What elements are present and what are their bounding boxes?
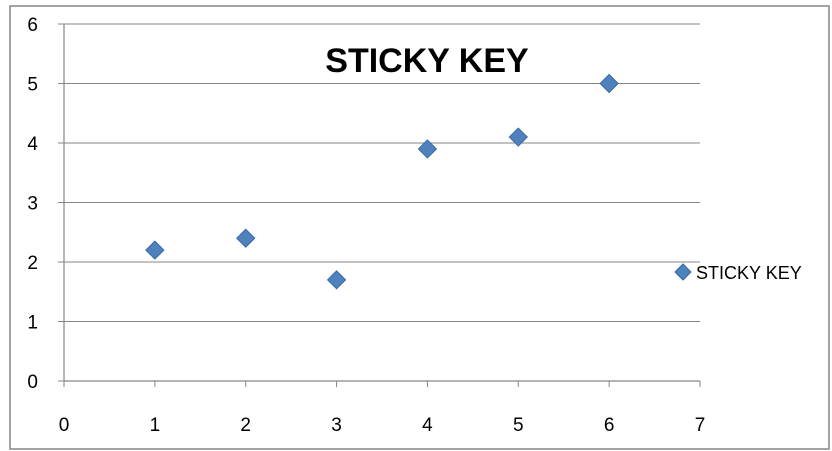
data-point-0-4	[508, 127, 528, 147]
data-point-0-0	[145, 240, 165, 260]
chart-title: STICKY KEY	[325, 42, 529, 80]
x-tick-label-5: 5	[513, 415, 524, 436]
data-point-0-3	[417, 139, 438, 159]
gridlines	[64, 23, 700, 322]
y-tick-label-4: 4	[27, 134, 38, 155]
data-point-0-5	[599, 73, 619, 94]
x-tick-label-3: 3	[331, 415, 342, 436]
data-point-0-1	[236, 228, 256, 248]
x-tick-label-0: 0	[59, 415, 70, 436]
x-tick-label-2: 2	[240, 415, 251, 436]
y-tick-label-6: 6	[27, 15, 38, 36]
y-tick-label-5: 5	[27, 75, 38, 96]
legend-marker	[674, 263, 692, 281]
x-tick-label-7: 7	[695, 415, 706, 436]
y-axis-ticks: 0 1 2 3 4 5 6	[27, 15, 64, 393]
chart-border	[9, 5, 830, 450]
x-tick-label-4: 4	[422, 415, 433, 436]
y-tick-label-3: 3	[27, 194, 38, 215]
y-tick-label-2: 2	[27, 253, 38, 274]
data-point-0-2	[326, 270, 347, 290]
x-tick-label-6: 6	[604, 415, 615, 436]
y-tick-label-0: 0	[27, 372, 38, 393]
x-axis-ticks: 0 1 2 3 4 5 6 7	[59, 381, 706, 436]
data-points	[145, 73, 619, 290]
legend: STICKY KEY	[674, 263, 802, 283]
x-tick-label-1: 1	[150, 415, 161, 436]
y-tick-label-1: 1	[27, 313, 38, 334]
legend-label: STICKY KEY	[696, 263, 802, 283]
